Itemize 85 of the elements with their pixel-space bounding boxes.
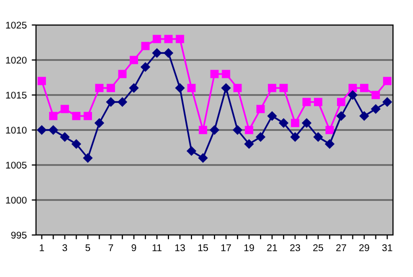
point (221, 83, 231, 93)
x-tick-label: 17 (221, 244, 231, 252)
point (232, 125, 242, 135)
x-tick-label: 7 (108, 244, 114, 252)
x-tick-label: 1 (40, 244, 44, 252)
point (176, 34, 184, 44)
point (94, 118, 104, 128)
point (382, 97, 392, 107)
point (84, 112, 92, 120)
point (256, 104, 265, 114)
point (279, 84, 288, 92)
point (118, 97, 127, 107)
x-tick-label: 15 (198, 244, 208, 252)
point (187, 84, 196, 92)
x-tick-label: 3 (62, 244, 68, 252)
x-tick-label: 23 (290, 244, 300, 252)
point (83, 153, 92, 163)
point (140, 62, 150, 72)
x-tick-label: 13 (175, 244, 185, 252)
point (268, 84, 276, 92)
y-tick-label: 1020 (6, 56, 27, 64)
y-tick-label: 1000 (6, 196, 27, 204)
point (72, 139, 81, 149)
x-tick-label: 11 (152, 244, 162, 252)
point (325, 139, 334, 149)
point (38, 76, 46, 86)
point (186, 146, 196, 156)
point (290, 132, 300, 142)
point (106, 84, 116, 92)
x-tick-label: 21 (267, 244, 278, 252)
y-tick-label: 1025 (6, 22, 27, 29)
point (372, 90, 380, 100)
point (267, 111, 277, 121)
point (164, 48, 174, 58)
x-tick-label: 9 (132, 244, 136, 252)
point (314, 98, 322, 106)
point (233, 84, 242, 92)
x-tick-label: 27 (336, 244, 346, 252)
point (198, 126, 208, 134)
point (336, 111, 346, 121)
x-tick-label: 5 (86, 244, 90, 252)
point (302, 98, 311, 106)
point (302, 118, 312, 128)
x-tick-label: 25 (313, 244, 324, 252)
y-tick-label: 1005 (6, 162, 27, 169)
point (244, 139, 254, 149)
point (383, 76, 392, 86)
point (222, 70, 230, 78)
point (164, 34, 173, 44)
point (256, 132, 266, 142)
point (141, 42, 150, 50)
point (360, 111, 369, 121)
point (314, 132, 323, 142)
point (371, 104, 380, 114)
point (95, 84, 104, 92)
x-tick-label: 19 (244, 244, 254, 252)
point (152, 48, 162, 58)
point (244, 126, 254, 134)
point (72, 112, 80, 120)
y-tick-label: 1015 (6, 92, 27, 99)
point (198, 153, 208, 163)
x-tick-label: 29 (359, 244, 370, 252)
point (118, 70, 127, 78)
point (60, 132, 70, 142)
point (210, 70, 219, 78)
point (278, 118, 288, 128)
y-tick-label: 1010 (6, 126, 27, 134)
point (360, 84, 368, 92)
point (37, 125, 46, 135)
point (175, 83, 185, 93)
point (130, 56, 138, 64)
point (210, 125, 220, 135)
point (348, 84, 357, 92)
point (152, 34, 162, 44)
point (60, 104, 69, 114)
point (348, 90, 358, 100)
x-tick-label: 31 (382, 244, 392, 252)
point (129, 83, 139, 93)
y-tick-label: 995 (11, 232, 27, 239)
point (290, 118, 300, 128)
point (49, 112, 58, 120)
point (106, 97, 116, 107)
point (325, 126, 334, 134)
point (337, 98, 346, 106)
point (48, 125, 58, 135)
